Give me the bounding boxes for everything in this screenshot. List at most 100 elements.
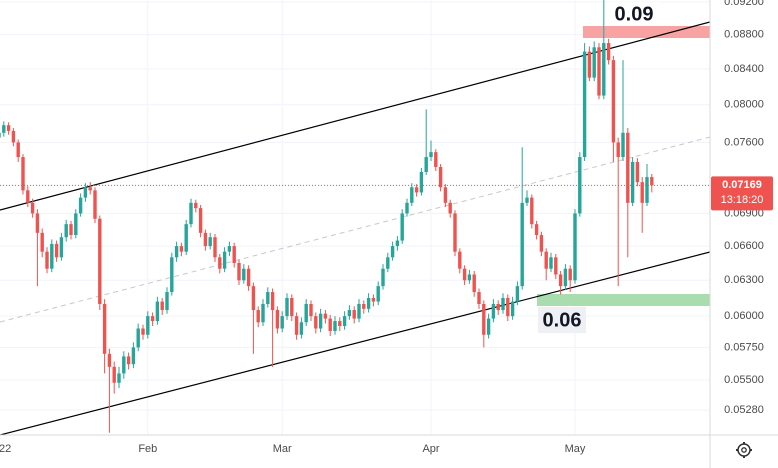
price-label-box bbox=[711, 176, 773, 211]
y-tick-label: 0.05280 bbox=[724, 404, 764, 416]
candle-body bbox=[198, 208, 203, 233]
candle-body bbox=[510, 301, 515, 317]
candle-body bbox=[251, 286, 256, 311]
candle-body bbox=[11, 130, 16, 143]
candle-body bbox=[309, 303, 313, 317]
candle-body bbox=[194, 202, 198, 209]
candle-body bbox=[611, 60, 616, 143]
candle-body bbox=[381, 268, 385, 287]
candle-body bbox=[621, 132, 625, 158]
candle-body bbox=[213, 237, 217, 258]
candle-body bbox=[616, 142, 620, 158]
candle-body bbox=[414, 187, 419, 193]
candle-body bbox=[482, 303, 486, 335]
candle-body bbox=[30, 202, 35, 214]
candle-body bbox=[261, 303, 265, 323]
resistance-zone bbox=[583, 26, 710, 38]
candle-body bbox=[630, 162, 635, 203]
candle-body bbox=[126, 356, 131, 365]
candle-body bbox=[371, 297, 376, 302]
countdown: 13:18:20 bbox=[721, 194, 764, 206]
candle-body bbox=[515, 286, 520, 302]
y-tick-label: 0.06300 bbox=[724, 274, 764, 286]
candle-body bbox=[650, 177, 654, 186]
annotation-box bbox=[538, 307, 586, 333]
candle-body bbox=[400, 213, 404, 241]
y-tick-label: 0.06000 bbox=[724, 310, 764, 322]
candle-body bbox=[203, 232, 208, 247]
candle-body bbox=[174, 246, 179, 258]
x-tick-label: Apr bbox=[422, 443, 439, 455]
price-label: 0.07169 13:18:20 bbox=[711, 176, 773, 211]
candle-body bbox=[131, 347, 136, 365]
candle-body bbox=[256, 310, 260, 323]
candle-body bbox=[122, 356, 126, 374]
candle-body bbox=[558, 274, 563, 287]
y-tick-label: 0.07600 bbox=[724, 136, 764, 148]
candle-body bbox=[506, 297, 510, 317]
candle-body bbox=[554, 257, 558, 275]
candle-body bbox=[189, 202, 193, 225]
candle-body bbox=[390, 246, 395, 258]
candle-body bbox=[602, 43, 606, 96]
candle-body bbox=[386, 257, 390, 269]
candle-body bbox=[477, 292, 481, 304]
candle-body bbox=[534, 224, 539, 236]
candle-body bbox=[462, 268, 467, 281]
channel-upper bbox=[0, 21, 710, 211]
candle-body bbox=[357, 303, 361, 319]
x-tick-label: 2022 bbox=[0, 443, 11, 455]
candle-body bbox=[16, 142, 20, 158]
candle-body bbox=[93, 190, 97, 219]
y-tick-label: 0.05500 bbox=[724, 374, 764, 386]
candle-body bbox=[50, 243, 54, 269]
candle-body bbox=[395, 240, 400, 247]
candle-body bbox=[107, 353, 112, 367]
candle-body bbox=[270, 292, 275, 311]
candle-body bbox=[88, 187, 92, 191]
candle-body bbox=[222, 251, 227, 269]
candle-body bbox=[83, 187, 88, 198]
candle-body bbox=[347, 310, 352, 317]
candle-body bbox=[458, 251, 462, 269]
y-tick-label: 0.06600 bbox=[724, 240, 764, 252]
y-tick-label: 0.08000 bbox=[724, 99, 764, 111]
candle-body bbox=[78, 197, 83, 214]
candle-body bbox=[35, 213, 40, 233]
candle-body bbox=[304, 303, 308, 323]
candle-body bbox=[285, 297, 289, 317]
candle-body bbox=[275, 310, 280, 329]
last-price: 0.07169 bbox=[722, 179, 762, 191]
candle-body bbox=[582, 51, 587, 158]
candle-body bbox=[333, 321, 337, 331]
candle-body bbox=[539, 235, 544, 252]
candle-body bbox=[232, 246, 236, 263]
y-axis: 0.09200 0.08800 0.08400 0.08000 0.07600 0.069… bbox=[724, 0, 764, 416]
candle-body bbox=[338, 321, 342, 327]
candle-body bbox=[486, 318, 491, 335]
settings-icon[interactable] bbox=[736, 442, 752, 458]
candle-body bbox=[472, 274, 476, 293]
candle-body bbox=[237, 262, 241, 281]
candle-body bbox=[117, 373, 121, 383]
candle-body bbox=[429, 152, 433, 158]
annotation-text: 0.06 bbox=[543, 309, 582, 331]
candle-body bbox=[184, 224, 188, 252]
annotation: 0.06 bbox=[538, 307, 586, 333]
candle-body bbox=[69, 224, 73, 236]
candle-body bbox=[155, 301, 160, 322]
y-tick-label: 0.08400 bbox=[724, 63, 764, 75]
candle-body bbox=[112, 366, 116, 383]
candle-body bbox=[294, 316, 299, 335]
candle-body bbox=[290, 297, 294, 317]
candle-body bbox=[501, 297, 505, 311]
candle-body bbox=[366, 297, 371, 309]
candle-body bbox=[242, 268, 246, 281]
candle-body bbox=[434, 152, 438, 167]
candle-body bbox=[318, 313, 323, 329]
candle-body bbox=[645, 177, 649, 203]
candle-body bbox=[179, 246, 184, 252]
candle-body bbox=[328, 318, 332, 331]
candle-body bbox=[323, 313, 328, 319]
